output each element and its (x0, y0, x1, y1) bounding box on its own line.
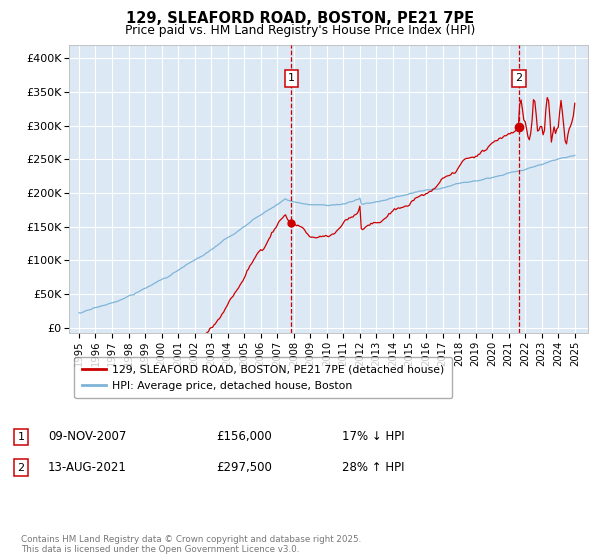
Text: 17% ↓ HPI: 17% ↓ HPI (342, 430, 404, 444)
Legend: 129, SLEAFORD ROAD, BOSTON, PE21 7PE (detached house), HPI: Average price, detac: 129, SLEAFORD ROAD, BOSTON, PE21 7PE (de… (74, 357, 452, 399)
Text: £297,500: £297,500 (216, 461, 272, 474)
Text: 13-AUG-2021: 13-AUG-2021 (48, 461, 127, 474)
Text: Contains HM Land Registry data © Crown copyright and database right 2025.
This d: Contains HM Land Registry data © Crown c… (21, 535, 361, 554)
Text: £156,000: £156,000 (216, 430, 272, 444)
Text: 2: 2 (17, 463, 25, 473)
Text: 2: 2 (515, 73, 523, 83)
Text: 28% ↑ HPI: 28% ↑ HPI (342, 461, 404, 474)
Text: Price paid vs. HM Land Registry's House Price Index (HPI): Price paid vs. HM Land Registry's House … (125, 24, 475, 36)
Text: 1: 1 (288, 73, 295, 83)
Text: 1: 1 (17, 432, 25, 442)
Text: 129, SLEAFORD ROAD, BOSTON, PE21 7PE: 129, SLEAFORD ROAD, BOSTON, PE21 7PE (126, 11, 474, 26)
Text: 09-NOV-2007: 09-NOV-2007 (48, 430, 127, 444)
